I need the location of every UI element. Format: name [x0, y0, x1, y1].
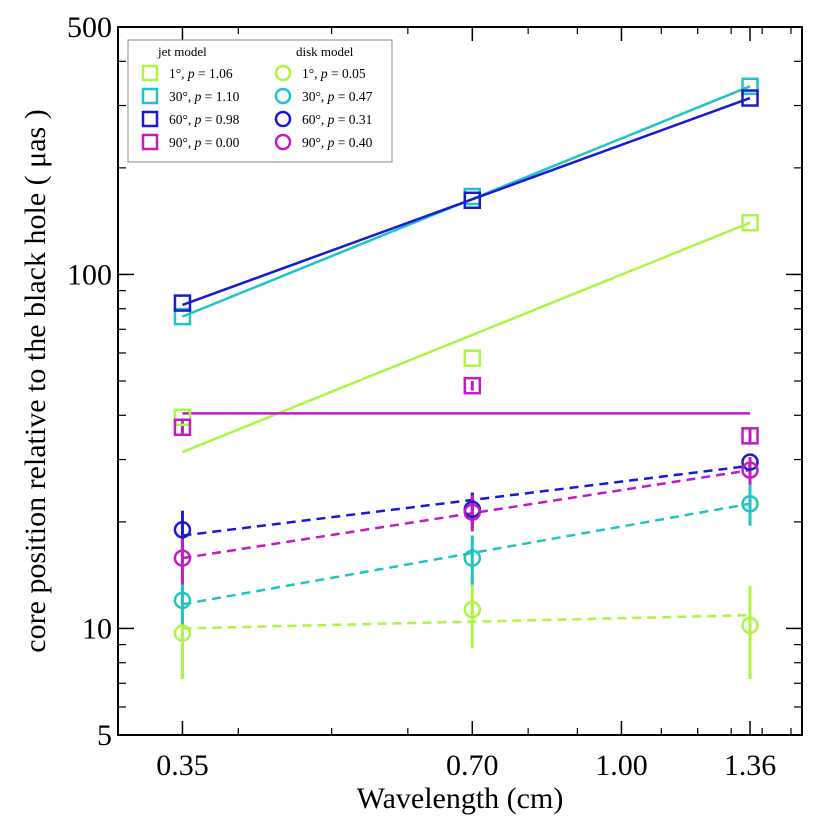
- legend-square-marker: [141, 133, 159, 151]
- jet-square-marker: [463, 191, 482, 210]
- jet-square-marker: [463, 349, 482, 367]
- jet-square-marker: [173, 418, 192, 437]
- y-tick-label: 5: [97, 719, 112, 752]
- disk-circle-marker: [741, 495, 759, 513]
- disk-circle-marker: [173, 521, 192, 539]
- y-tick-label: 500: [67, 11, 112, 44]
- disk-fit-line: [182, 464, 751, 537]
- legend-circle-marker: [274, 87, 292, 105]
- disk-circle-marker: [173, 624, 192, 642]
- legend-square-marker: [141, 64, 159, 82]
- jet-square-marker: [173, 307, 192, 326]
- legend-label: 30°, p = 1.10: [169, 89, 240, 104]
- legend-items: 1°, p = 1.06 30°, p = 1.10 60°, p = 0.98 90…: [141, 64, 373, 151]
- disk-circle-marker: [463, 600, 482, 619]
- legend-label: 1°, p = 0.05: [302, 66, 366, 81]
- x-tick-label: 1.00: [595, 749, 648, 782]
- disk-circle-marker: [741, 461, 759, 479]
- jet-square-marker: [173, 408, 192, 426]
- legend-label: 90°, p = 0.00: [169, 135, 240, 150]
- jet-square-marker: [463, 376, 482, 395]
- disk-circle-marker: [463, 549, 482, 567]
- jet-square-marker: [173, 294, 192, 312]
- disk-circle-marker: [741, 453, 759, 471]
- legend-square-marker: [141, 87, 159, 105]
- x-tick-label: 1.36: [724, 749, 777, 782]
- disk-circle-marker: [741, 616, 759, 635]
- legend-square-marker: [141, 110, 159, 128]
- error-bars: [180, 381, 752, 679]
- y-tick-label: 10: [82, 612, 112, 645]
- legend-circle-marker: [274, 133, 292, 151]
- disk-circle-marker: [463, 503, 482, 521]
- x-axis-ticks: 0.35 0.70 1.00 1.36: [117, 27, 792, 782]
- jet-square-marker: [741, 427, 759, 445]
- jet-fit-line: [182, 96, 751, 307]
- disk-circle-marker: [173, 549, 192, 567]
- y-axis-ticks: 5 10 100 500: [67, 11, 802, 752]
- x-axis-title: Wavelength (cm): [357, 782, 564, 815]
- jet-square-marker: [741, 213, 759, 232]
- data-markers: [173, 77, 759, 642]
- legend-label: 90°, p = 0.40: [302, 135, 373, 150]
- legend-header-jet: jet model: [157, 44, 207, 59]
- legend-circle-marker: [274, 64, 292, 82]
- legend-header-disk: disk model: [296, 44, 354, 59]
- legend-label: 60°, p = 0.31: [302, 112, 372, 127]
- x-tick-label: 0.35: [156, 749, 209, 782]
- y-axis-title: core position relative to the black hole…: [19, 109, 52, 652]
- legend-label: 30°, p = 0.47: [302, 89, 373, 104]
- legend-circle-marker: [274, 110, 292, 128]
- x-tick-label: 0.70: [446, 749, 499, 782]
- legend-label: 60°, p = 0.98: [169, 112, 240, 127]
- disk-fit-line: [182, 613, 751, 630]
- y-tick-label: 100: [67, 258, 112, 291]
- jet-square-marker: [741, 89, 759, 107]
- jet-square-marker: [741, 77, 759, 96]
- legend: jet model disk model 1°, p = 1.06 30°, p …: [127, 39, 393, 163]
- legend-frame: [127, 39, 393, 163]
- disk-circle-marker: [173, 591, 192, 610]
- legend-label: 1°, p = 1.06: [169, 66, 233, 81]
